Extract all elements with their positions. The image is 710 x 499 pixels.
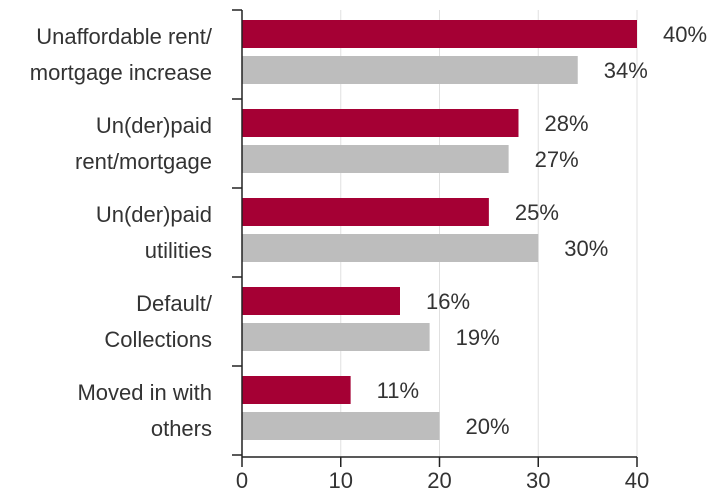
bar bbox=[242, 412, 440, 440]
x-tick-label: 20 bbox=[427, 468, 451, 493]
y-tick-label: Moved in with others bbox=[77, 380, 212, 441]
y-tick-label: Unaffordable rent/mortgage increase bbox=[30, 24, 213, 85]
y-tick-label-line: others bbox=[151, 416, 212, 441]
y-tick-label-line: rent/mortgage bbox=[75, 149, 212, 174]
value-label: 30% bbox=[564, 236, 608, 261]
value-label: 16% bbox=[426, 289, 470, 314]
value-label: 20% bbox=[466, 414, 510, 439]
bar bbox=[242, 20, 637, 48]
bar bbox=[242, 287, 400, 315]
y-tick-label-line: Collections bbox=[104, 327, 212, 352]
value-label: 11% bbox=[377, 378, 419, 403]
y-tick-label-line: utilities bbox=[145, 238, 212, 263]
y-tick-label: Un(der)paid rent/mortgage bbox=[75, 113, 212, 174]
value-label: 40% bbox=[663, 22, 707, 47]
x-tick-label: 10 bbox=[329, 468, 353, 493]
y-tick-label-line: Default/ bbox=[136, 291, 213, 316]
value-label: 27% bbox=[535, 147, 579, 172]
value-label: 34% bbox=[604, 58, 648, 83]
value-label: 28% bbox=[545, 111, 589, 136]
bar bbox=[242, 109, 519, 137]
x-tick-label: 0 bbox=[236, 468, 248, 493]
y-tick-label-line: mortgage increase bbox=[30, 60, 212, 85]
y-tick-label-line: Unaffordable rent/ bbox=[36, 24, 213, 49]
bar bbox=[242, 376, 351, 404]
bar bbox=[242, 234, 539, 262]
value-label: 25% bbox=[515, 200, 559, 225]
x-tick-label: 30 bbox=[526, 468, 550, 493]
y-tick-label-line: Moved in with bbox=[77, 380, 212, 405]
bar bbox=[242, 323, 430, 351]
value-label: 19% bbox=[456, 325, 500, 350]
x-tick-label: 40 bbox=[625, 468, 649, 493]
bar bbox=[242, 145, 509, 173]
y-tick-label: Un(der)paid utilities bbox=[96, 202, 212, 263]
y-tick-label-line: Un(der)paid bbox=[96, 113, 212, 138]
bar bbox=[242, 56, 578, 84]
y-tick-label-line: Un(der)paid bbox=[96, 202, 212, 227]
y-tick-label: Default/Collections bbox=[104, 291, 212, 352]
bar bbox=[242, 198, 489, 226]
